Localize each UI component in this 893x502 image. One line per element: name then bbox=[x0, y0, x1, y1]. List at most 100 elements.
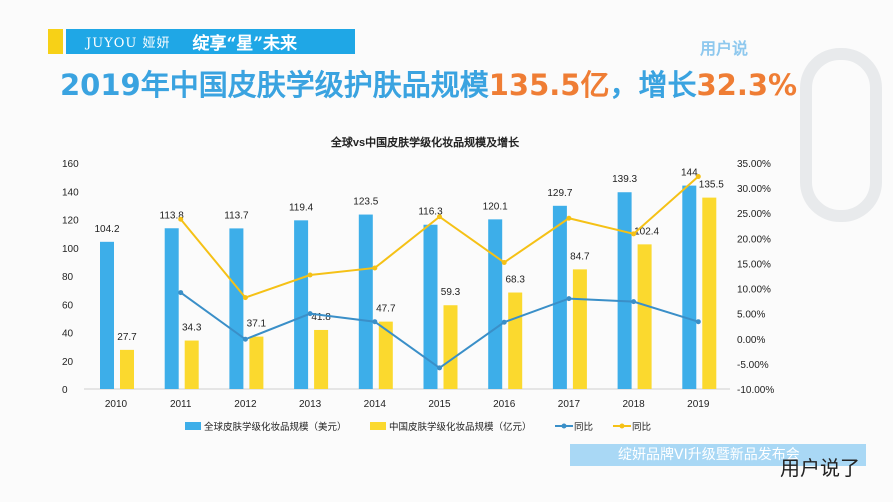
x-tick-label: 2019 bbox=[687, 399, 710, 410]
y2-tick-label: -10.00% bbox=[737, 385, 774, 396]
line-point bbox=[178, 216, 184, 222]
y-tick-label: 60 bbox=[62, 300, 74, 311]
data-label-global: 120.1 bbox=[483, 201, 508, 212]
title-text: 2019年中国皮肤学级护肤品规模 bbox=[60, 68, 489, 102]
line-point bbox=[631, 299, 637, 305]
y-tick-label: 160 bbox=[62, 159, 79, 170]
data-label-global: 139.3 bbox=[612, 174, 637, 185]
title-text-2: ，增长 bbox=[609, 68, 697, 102]
legend-marker bbox=[561, 423, 567, 429]
data-label-china: 84.7 bbox=[570, 251, 590, 262]
line-point bbox=[307, 311, 313, 317]
line-point bbox=[307, 272, 313, 278]
line-point bbox=[501, 319, 507, 325]
y2-tick-label: 5.00% bbox=[737, 310, 765, 321]
data-label-china: 135.5 bbox=[699, 180, 724, 191]
data-label-china: 27.7 bbox=[117, 332, 137, 343]
header-bar: JUYOU 娅妍 绽享“星”未来 bbox=[66, 29, 355, 54]
y-tick-label: 40 bbox=[62, 329, 74, 340]
data-label-china: 102.4 bbox=[634, 226, 659, 237]
bar-global bbox=[617, 192, 632, 389]
line-point bbox=[372, 319, 378, 325]
line-point bbox=[178, 290, 184, 296]
chart-title: 全球vs中国皮肤学级化妆品规模及增长 bbox=[330, 135, 520, 149]
line-point bbox=[566, 215, 572, 221]
data-label-china: 59.3 bbox=[441, 287, 461, 298]
line-point bbox=[501, 259, 507, 265]
x-tick-label: 2014 bbox=[364, 399, 387, 410]
y-tick-label: 140 bbox=[62, 187, 79, 198]
bar-china bbox=[249, 336, 264, 389]
legend-label: 同比 bbox=[632, 421, 651, 433]
x-tick-label: 2012 bbox=[234, 399, 257, 410]
line-point bbox=[372, 265, 378, 271]
bar-china bbox=[702, 197, 717, 389]
data-label-global: 113.8 bbox=[160, 210, 185, 221]
y2-tick-label: 15.00% bbox=[737, 259, 771, 270]
y2-tick-label: 20.00% bbox=[737, 234, 771, 245]
x-tick-label: 2017 bbox=[558, 399, 581, 410]
data-label-china: 68.3 bbox=[505, 275, 525, 286]
bar-global bbox=[423, 224, 438, 389]
y2-tick-label: 25.00% bbox=[737, 209, 771, 220]
brand-logo: JUYOU 娅妍 bbox=[86, 36, 171, 51]
y-tick-label: 0 bbox=[62, 385, 68, 396]
bar-global bbox=[294, 220, 309, 389]
line-point bbox=[437, 365, 442, 371]
y2-tick-label: 30.00% bbox=[737, 184, 771, 195]
header-accent bbox=[48, 29, 63, 54]
data-label-global: 129.7 bbox=[547, 188, 572, 199]
line-point bbox=[566, 296, 572, 302]
data-label-china: 41.8 bbox=[311, 312, 331, 323]
data-label-global: 119.4 bbox=[289, 202, 314, 213]
line-point bbox=[695, 319, 701, 325]
line-point bbox=[242, 336, 248, 342]
bar-china bbox=[572, 269, 587, 389]
data-label-global: 116.3 bbox=[418, 207, 443, 218]
line-point bbox=[437, 214, 442, 220]
watermark: 用户说了 bbox=[780, 456, 860, 480]
bar-global bbox=[164, 228, 179, 389]
y-tick-label: 100 bbox=[62, 244, 79, 255]
data-label-china: 47.7 bbox=[376, 304, 396, 315]
legend-label: 中国皮肤学级化妆品规模（亿元） bbox=[389, 421, 532, 433]
bar-global bbox=[552, 205, 567, 389]
x-tick-label: 2011 bbox=[170, 399, 192, 410]
line-point bbox=[242, 295, 248, 301]
x-tick-label: 2013 bbox=[299, 399, 322, 410]
data-label-global: 123.5 bbox=[353, 197, 378, 208]
x-tick-label: 2016 bbox=[493, 399, 516, 410]
y-tick-label: 20 bbox=[62, 357, 74, 368]
bar-china bbox=[508, 292, 523, 389]
x-tick-label: 2010 bbox=[105, 399, 128, 410]
brand-mark: 用户说 bbox=[700, 39, 749, 58]
title-value: 135.5亿 bbox=[488, 68, 610, 102]
y2-tick-label: -5.00% bbox=[737, 360, 769, 371]
data-label-global: 104.2 bbox=[94, 224, 119, 235]
footer-banner: 绽妍品牌VI升级暨新品发布会 bbox=[570, 444, 866, 466]
bar-china bbox=[120, 349, 134, 389]
x-tick-label: 2015 bbox=[428, 399, 451, 410]
legend-marker bbox=[619, 423, 625, 429]
bar-global bbox=[682, 185, 697, 389]
bar-china bbox=[184, 340, 199, 389]
data-label-global: 144 bbox=[681, 168, 698, 179]
bar-china bbox=[378, 321, 393, 389]
bar-global bbox=[229, 228, 244, 389]
bar-china bbox=[637, 244, 652, 389]
y-tick-label: 120 bbox=[62, 216, 79, 227]
y2-tick-label: 0.00% bbox=[737, 335, 765, 346]
y-tick-label: 80 bbox=[62, 272, 74, 283]
y2-tick-label: 35.00% bbox=[737, 159, 771, 170]
page-title: 2019年中国皮肤学级护肤品规模135.5亿，增长32.3% bbox=[60, 62, 797, 104]
title-growth: 32.3% bbox=[696, 68, 798, 102]
legend-label: 全球皮肤学级化妆品规模（美元） bbox=[204, 421, 347, 433]
bar-china bbox=[443, 305, 458, 389]
slogan: 绽享“星”未来 bbox=[192, 34, 298, 54]
legend-swatch bbox=[185, 422, 201, 430]
bar-global bbox=[100, 241, 114, 389]
bar-global bbox=[358, 214, 373, 389]
bar-china bbox=[314, 329, 329, 389]
legend-label: 同比 bbox=[574, 421, 593, 433]
